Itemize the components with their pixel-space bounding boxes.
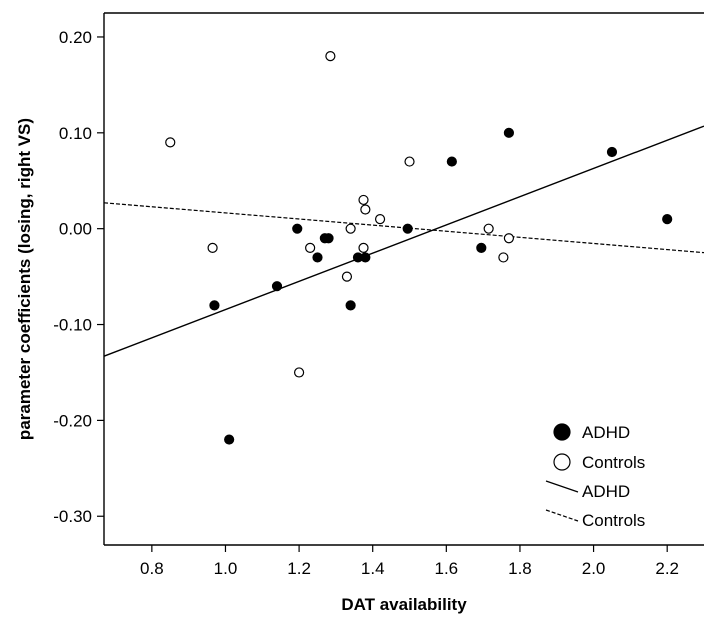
data-point-adhd <box>323 233 334 244</box>
data-point-adhd <box>662 213 673 225</box>
x-tick-label: 1.8 <box>508 559 532 578</box>
legend-label-adhd: ADHD <box>582 423 630 442</box>
fit-lines <box>103 125 704 357</box>
data-point-controls <box>483 223 494 234</box>
y-tick-label: -0.10 <box>53 316 92 335</box>
data-point-controls <box>325 51 336 62</box>
data-point-controls <box>305 242 316 253</box>
legend-line-adhd <box>545 480 579 493</box>
data-point-adhd <box>446 156 457 167</box>
data-point-controls <box>498 252 509 263</box>
data-point-adhd <box>209 300 220 311</box>
data-point-controls <box>503 233 515 244</box>
x-axis-title: DAT availability <box>341 595 467 614</box>
data-point-adhd <box>606 146 618 158</box>
data-point-controls <box>207 242 218 253</box>
fit-line-adhd-solid <box>103 125 704 357</box>
data-point-controls <box>341 271 353 282</box>
data-point-adhd <box>503 127 515 138</box>
data-point-controls <box>358 194 369 206</box>
y-axis-title: parameter coefficients (losing, right VS… <box>15 118 34 440</box>
y-tick-label: -0.20 <box>53 411 92 430</box>
data-point-adhd <box>360 252 371 263</box>
legend-label-controls: Controls <box>582 453 645 472</box>
plot-area <box>103 12 704 546</box>
y-tick-label: 0.20 <box>59 28 92 47</box>
data-point-controls <box>165 137 176 148</box>
y-tick-label: 0.10 <box>59 124 92 143</box>
x-tick-label: 2.2 <box>655 559 679 578</box>
data-point-controls <box>345 223 356 234</box>
data-point-adhd <box>402 223 413 234</box>
data-point-adhd <box>476 242 487 253</box>
data-point-controls <box>293 367 305 378</box>
data-point-adhd <box>271 281 283 292</box>
data-point-adhd <box>345 300 356 311</box>
data-point-adhd <box>312 252 323 263</box>
legend-label-adhd: ADHD <box>582 482 630 501</box>
data-point-controls <box>360 204 371 215</box>
data-point-controls <box>374 213 386 225</box>
legend-line-controls <box>545 509 579 522</box>
x-tick-label: 1.2 <box>287 559 311 578</box>
data-point-controls <box>404 156 415 167</box>
legend-marker-controls <box>553 453 571 471</box>
legend: ADHD Controls ADHD Controls <box>545 423 645 530</box>
legend-label-controls: Controls <box>582 511 645 530</box>
data-point-adhd <box>224 434 235 445</box>
x-tick-label: 0.8 <box>140 559 164 578</box>
axis-ticks: 0.8 1.0 1.2 1.4 1.6 1.8 2.0 2.2 0.20 0.10 0.00 -0.1… <box>53 28 679 578</box>
x-tick-label: 2.0 <box>582 559 606 578</box>
data-points <box>165 51 673 445</box>
data-point-controls <box>358 242 369 253</box>
x-tick-label: 1.0 <box>214 559 238 578</box>
data-point-adhd <box>292 223 303 234</box>
y-tick-label: -0.30 <box>53 507 92 526</box>
legend-marker-adhd <box>553 423 571 441</box>
x-tick-label: 1.6 <box>435 559 459 578</box>
y-tick-label: 0.00 <box>59 220 92 239</box>
x-tick-label: 1.4 <box>361 559 385 578</box>
